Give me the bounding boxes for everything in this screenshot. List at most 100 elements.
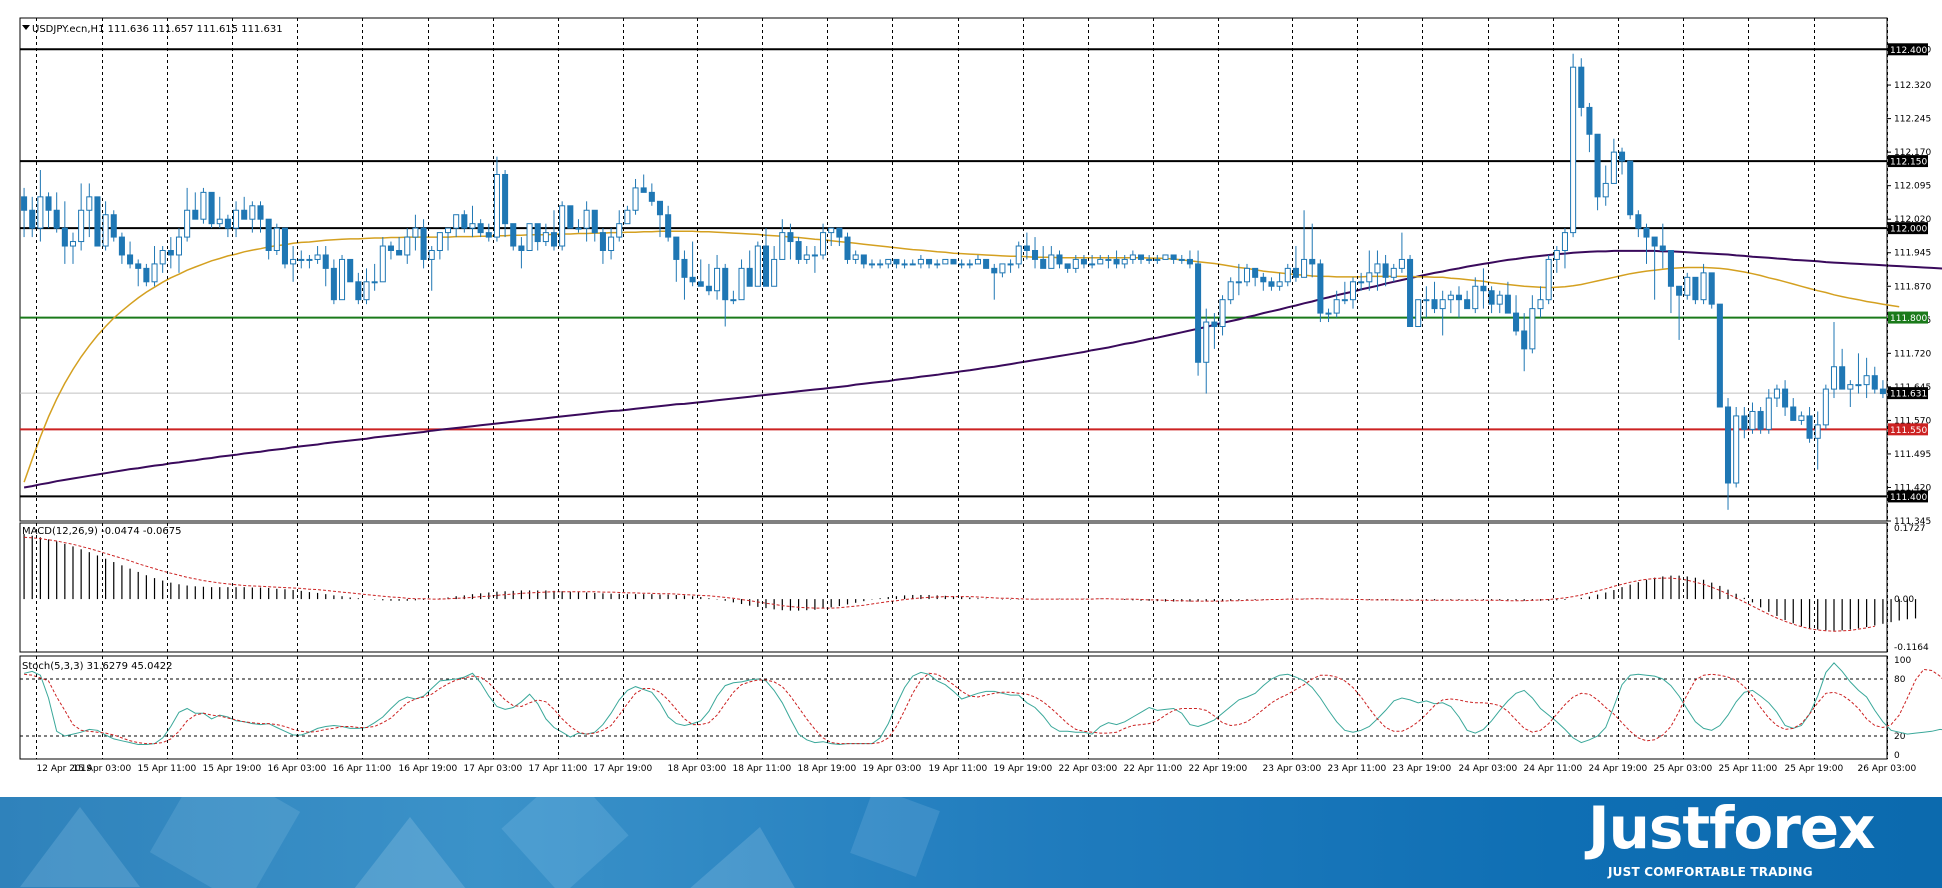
candle-body[interactable] xyxy=(379,245,386,283)
candle-body[interactable] xyxy=(1602,182,1609,198)
candle-body[interactable] xyxy=(689,276,696,283)
candle-body[interactable] xyxy=(1007,263,1014,266)
candle-body[interactable] xyxy=(1341,299,1348,302)
candle-body[interactable] xyxy=(1301,258,1308,278)
candle-body[interactable] xyxy=(184,209,191,238)
candle-body[interactable] xyxy=(1594,133,1601,198)
candle-body[interactable] xyxy=(722,267,729,301)
candle-body[interactable] xyxy=(991,267,998,274)
candle-body[interactable] xyxy=(926,258,933,265)
candle-body[interactable] xyxy=(1113,258,1120,265)
candle-body[interactable] xyxy=(1015,245,1022,265)
symbol-dropdown-icon[interactable] xyxy=(22,25,30,30)
candle-body[interactable] xyxy=(1162,254,1169,260)
candle-body[interactable] xyxy=(1309,258,1316,265)
candle-body[interactable] xyxy=(787,232,794,243)
candle-body[interactable] xyxy=(950,258,957,265)
candle-body[interactable] xyxy=(1349,281,1357,301)
candle-body[interactable] xyxy=(224,218,231,229)
candle-body[interactable] xyxy=(1700,272,1707,301)
chart-canvas[interactable]: 112.400 112.320 112.245 112.170 112.095 112.0… xyxy=(0,0,1942,797)
candle-body[interactable] xyxy=(901,263,908,266)
candle-body[interactable] xyxy=(542,232,549,243)
candle-body[interactable] xyxy=(860,254,867,265)
candle-body[interactable] xyxy=(314,254,321,260)
candle-body[interactable] xyxy=(1496,294,1503,305)
candle-body[interactable] xyxy=(1806,415,1813,439)
candle-body[interactable] xyxy=(1692,276,1699,301)
candle-body[interactable] xyxy=(1537,299,1544,310)
candle-body[interactable] xyxy=(1121,258,1128,265)
candle-body[interactable] xyxy=(363,281,370,301)
candle-body[interactable] xyxy=(1839,366,1846,390)
candle-body[interactable] xyxy=(1651,236,1658,247)
candle-body[interactable] xyxy=(444,227,452,234)
candle-body[interactable] xyxy=(1773,388,1780,399)
candle-body[interactable] xyxy=(1570,66,1577,234)
candle-body[interactable] xyxy=(94,196,101,247)
candle-body[interactable] xyxy=(1235,281,1242,284)
candle-body[interactable] xyxy=(461,214,468,229)
candle-body[interactable] xyxy=(1790,406,1797,421)
candle-body[interactable] xyxy=(21,196,28,211)
candle-body[interactable] xyxy=(1137,254,1145,260)
candle-body[interactable] xyxy=(567,205,574,229)
price-pane[interactable]: 112.400 112.320 112.245 112.170 112.095 112.0… xyxy=(19,17,1942,527)
candle-body[interactable] xyxy=(1724,406,1732,484)
candle-body[interactable] xyxy=(844,236,851,260)
candle-body[interactable] xyxy=(510,223,517,247)
candle-body[interactable] xyxy=(1431,299,1438,310)
candle-body[interactable] xyxy=(559,205,566,247)
candle-body[interactable] xyxy=(974,258,981,265)
candle-body[interactable] xyxy=(1561,232,1568,251)
candle-body[interactable] xyxy=(1830,366,1838,390)
candle-body[interactable] xyxy=(526,223,533,251)
candle-body[interactable] xyxy=(640,187,647,193)
candle-body[interactable] xyxy=(1423,299,1430,302)
candle-body[interactable] xyxy=(1032,249,1039,260)
candle-body[interactable] xyxy=(1708,272,1715,305)
candle-body[interactable] xyxy=(877,263,884,266)
brand-logo[interactable]: Justforex xyxy=(1588,794,1876,862)
candle-body[interactable] xyxy=(135,263,142,269)
candle-body[interactable] xyxy=(1146,258,1153,261)
candle-body[interactable] xyxy=(29,209,36,229)
candle-body[interactable] xyxy=(730,299,737,302)
candle-body[interactable] xyxy=(1659,245,1666,251)
candle-body[interactable] xyxy=(934,263,941,266)
candle-body[interactable] xyxy=(534,223,541,243)
candle-body[interactable] xyxy=(1023,245,1030,251)
candle-body[interactable] xyxy=(820,232,827,256)
candle-body[interactable] xyxy=(754,245,761,287)
candle-body[interactable] xyxy=(1667,249,1674,287)
candle-body[interactable] xyxy=(1643,227,1650,238)
candle-body[interactable] xyxy=(648,191,655,202)
candle-body[interactable] xyxy=(216,218,223,225)
candle-body[interactable] xyxy=(151,263,158,283)
candle-body[interactable] xyxy=(428,249,435,260)
candle-body[interactable] xyxy=(249,205,256,220)
candle-body[interactable] xyxy=(1089,263,1096,266)
candle-body[interactable] xyxy=(1040,258,1047,269)
candle-body[interactable] xyxy=(616,223,623,238)
candle-body[interactable] xyxy=(1203,321,1210,363)
candle-body[interactable] xyxy=(1879,388,1886,395)
candle-body[interactable] xyxy=(502,173,509,225)
candle-body[interactable] xyxy=(1464,299,1471,310)
candle-body[interactable] xyxy=(746,267,753,287)
candle-body[interactable] xyxy=(118,236,125,256)
candle-body[interactable] xyxy=(396,249,403,256)
candle-body[interactable] xyxy=(1545,258,1552,301)
candle-body[interactable] xyxy=(493,173,500,238)
candle-body[interactable] xyxy=(550,232,558,247)
candle-body[interactable] xyxy=(477,223,484,234)
candle-body[interactable] xyxy=(779,232,786,260)
candle-body[interactable] xyxy=(159,249,166,265)
candle-body[interactable] xyxy=(1619,151,1626,162)
candle-body[interactable] xyxy=(1855,384,1862,387)
candle-body[interactable] xyxy=(1578,66,1585,108)
candle-body[interactable] xyxy=(1521,330,1528,350)
candle-body[interactable] xyxy=(1080,258,1087,265)
candle-body[interactable] xyxy=(1260,276,1267,283)
